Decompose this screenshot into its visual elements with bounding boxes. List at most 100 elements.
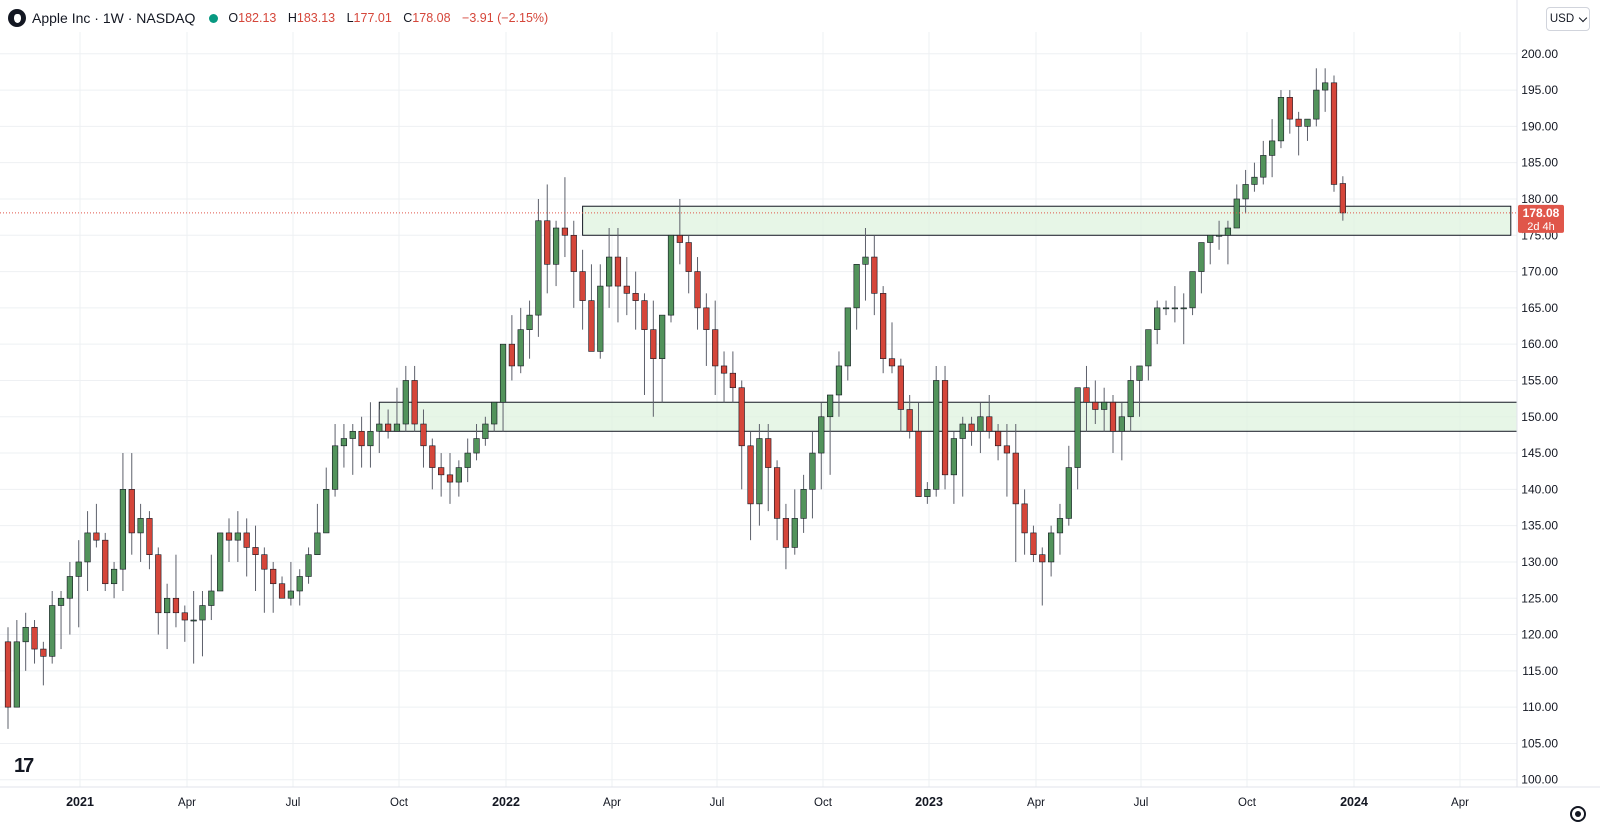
- candle-body: [1330, 82, 1338, 185]
- candle-body: [190, 619, 197, 622]
- price-tick-label: 190.00: [1521, 119, 1558, 133]
- candle-body: [844, 307, 851, 367]
- candle-body: [703, 307, 710, 330]
- candle-body: [632, 293, 639, 301]
- candle-body: [181, 612, 188, 621]
- zone-rect: [378, 401, 1538, 432]
- candle-body: [835, 365, 843, 396]
- symbol-title[interactable]: Apple Inc · 1W · NASDAQ: [32, 10, 196, 26]
- candle-body: [473, 438, 480, 454]
- candle-body: [1180, 307, 1187, 310]
- candle-body: [66, 576, 73, 599]
- candle-body: [1092, 401, 1099, 410]
- candle-body: [217, 532, 224, 592]
- chevron-down-icon: [1578, 13, 1588, 22]
- candle-body: [84, 532, 91, 563]
- candle-body: [641, 300, 648, 330]
- price-tick-label: 170.00: [1521, 265, 1558, 279]
- candle-body: [110, 568, 118, 585]
- candle-body: [508, 343, 515, 367]
- candle-body: [376, 423, 383, 432]
- time-tick-label: Jul: [286, 797, 301, 809]
- time-tick-label: Jul: [1134, 797, 1149, 809]
- candle-body: [1136, 365, 1143, 381]
- candle-body: [1118, 416, 1125, 432]
- price-tick-label: 150.00: [1521, 410, 1558, 424]
- settings-gear-icon[interactable]: [1570, 806, 1586, 822]
- candle-body: [809, 452, 816, 490]
- candle-body: [1065, 467, 1072, 519]
- candle-body: [57, 597, 65, 606]
- candle-body: [1039, 554, 1046, 563]
- candle-body: [950, 438, 957, 476]
- time-tick-label: Apr: [603, 797, 621, 809]
- time-tick-label: 2021: [66, 795, 94, 809]
- change-value: −3.91 (−2.15%): [462, 11, 549, 25]
- candle-body: [146, 518, 153, 555]
- currency-label: USD: [1549, 13, 1575, 25]
- candle-body: [323, 489, 330, 534]
- candle-body: [278, 583, 286, 599]
- high-label: H: [287, 11, 297, 25]
- candle-body: [93, 532, 100, 541]
- candle-body: [13, 641, 20, 708]
- candle-body: [1215, 234, 1223, 237]
- candle-body: [1339, 183, 1346, 214]
- tradingview-logo-icon[interactable]: 17: [14, 755, 34, 777]
- candle-body: [1224, 227, 1232, 236]
- candle-body: [606, 256, 613, 287]
- candle-body: [712, 329, 719, 367]
- candle-body: [747, 445, 754, 505]
- candle-body: [827, 394, 834, 418]
- candle-body: [552, 227, 560, 265]
- price-tick-label: 180.00: [1521, 192, 1558, 206]
- candle-body: [31, 626, 38, 650]
- candle-body: [340, 438, 348, 447]
- candle-body: [526, 314, 533, 330]
- candle-body: [225, 532, 233, 541]
- candle-body: [994, 430, 1002, 447]
- candle-body: [243, 532, 250, 548]
- price-tick-label: 145.00: [1521, 446, 1558, 460]
- time-tick-label: 2024: [1340, 795, 1368, 809]
- market-status-icon: [209, 13, 219, 23]
- candle-body: [977, 416, 984, 432]
- candle-body: [535, 220, 542, 316]
- candle-body: [385, 423, 392, 432]
- candle-body: [49, 605, 56, 657]
- price-tick-label: 135.00: [1521, 519, 1558, 533]
- candle-body: [102, 539, 109, 585]
- candle-body: [694, 271, 701, 309]
- candle-body: [720, 365, 728, 374]
- price-tick-label: 160.00: [1521, 337, 1558, 351]
- candle-body: [968, 423, 975, 432]
- candlestick-series: [4, 68, 1346, 729]
- candle-body: [765, 438, 772, 468]
- candle-body: [4, 641, 12, 708]
- candle-body: [402, 380, 409, 425]
- candle-body: [491, 401, 498, 425]
- time-tick-label: Oct: [390, 797, 409, 809]
- candle-body: [579, 271, 586, 301]
- candle-body: [650, 329, 657, 359]
- currency-select[interactable]: USD: [1546, 7, 1590, 31]
- candle-body: [446, 474, 454, 483]
- candle-body: [1048, 532, 1055, 563]
- candle-body: [1021, 503, 1028, 534]
- candle-body: [561, 227, 569, 236]
- time-tick-label: Oct: [814, 797, 833, 809]
- candle-body: [915, 430, 922, 497]
- candle-body: [75, 561, 82, 577]
- price-tick-label: 165.00: [1521, 301, 1558, 315]
- price-tick-label: 120.00: [1521, 628, 1558, 642]
- zone-rect: [582, 205, 1512, 236]
- candle-body: [897, 365, 904, 410]
- price-tick-label: 185.00: [1521, 156, 1558, 170]
- candle-body: [119, 489, 127, 570]
- candle-body: [358, 430, 365, 447]
- candle-body: [924, 489, 931, 497]
- time-tick-label: Oct: [1238, 797, 1257, 809]
- apple-logo-icon: [8, 9, 26, 27]
- low-value: 177.01: [353, 11, 392, 25]
